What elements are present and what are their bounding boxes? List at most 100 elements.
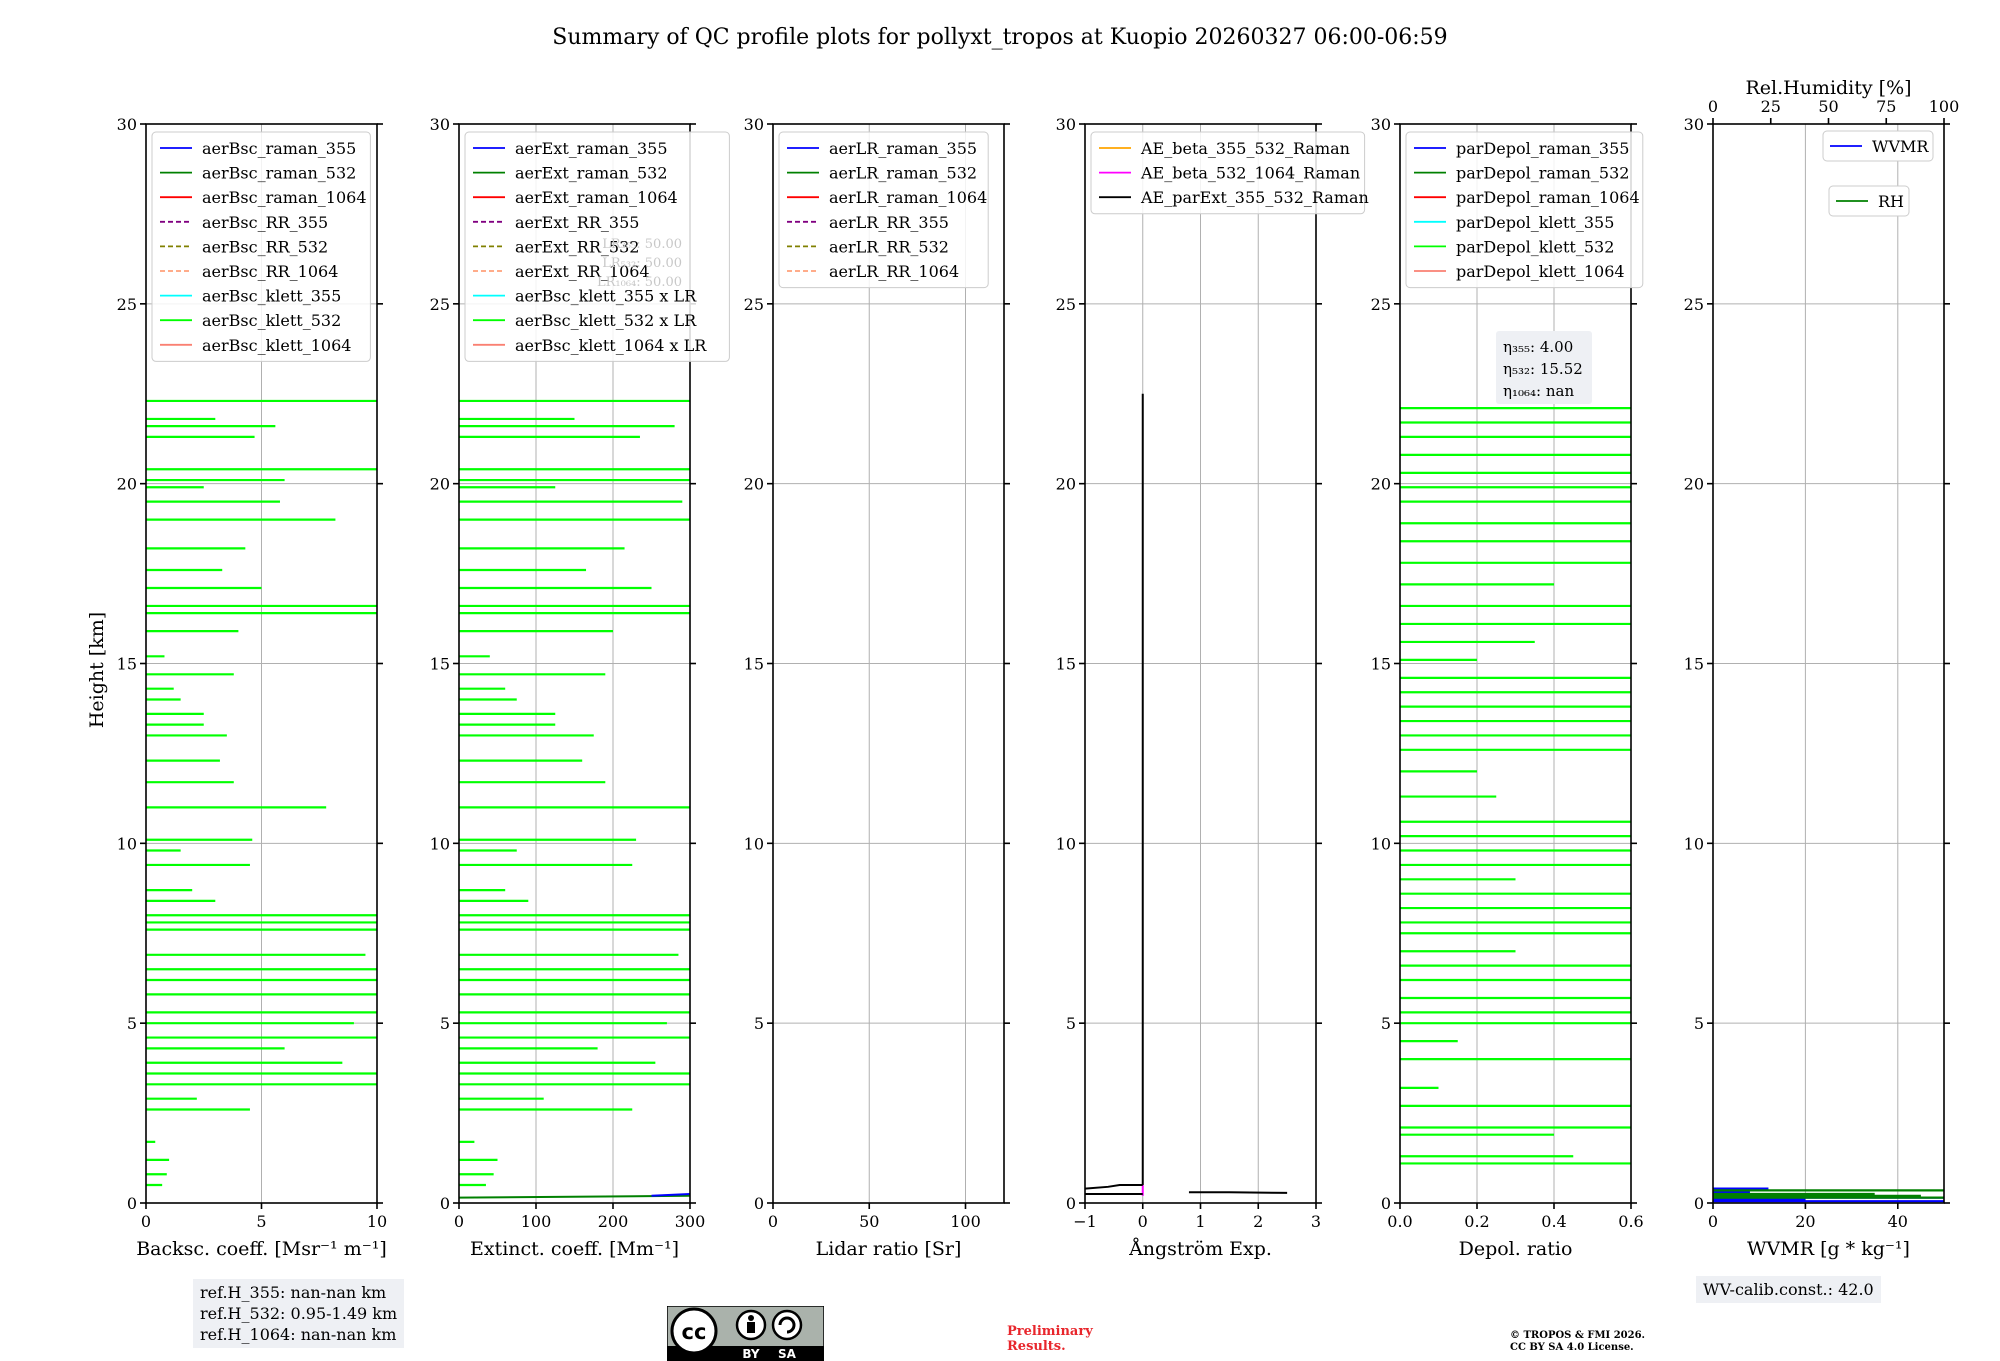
y-tick-label: 30: [1371, 115, 1391, 134]
eta-label: η₅₃₂: 15.52: [1503, 360, 1583, 378]
y-tick-label: 30: [430, 115, 450, 134]
y-tick-label: 5: [440, 1014, 450, 1033]
legend-label: aerExt_raman_532: [515, 164, 668, 183]
legend-label: aerBsc_klett_355 x LR: [515, 287, 697, 306]
x-tick-label: 50: [859, 1212, 879, 1231]
y-tick-label: 15: [117, 655, 137, 674]
y-tick-label: 5: [127, 1014, 137, 1033]
y-tick-label: 10: [744, 834, 764, 853]
legend-label: parDepol_klett_1064: [1456, 262, 1625, 281]
legend-label: aerExt_raman_355: [515, 139, 668, 158]
y-tick-label: 5: [1694, 1014, 1704, 1033]
legend-label: parDepol_raman_355: [1456, 139, 1629, 158]
y-tick-label: 5: [754, 1014, 764, 1033]
reference-height-box: ref.H_355: nan-nan km ref.H_532: 0.95-1.…: [193, 1279, 405, 1348]
x-axis-label: Depol. ratio: [1459, 1238, 1573, 1260]
legend-label: aerBsc_raman_532: [202, 164, 356, 183]
x-tick-label: 0: [141, 1212, 151, 1231]
legend-label: aerExt_RR_1064: [515, 262, 650, 281]
y-tick-label: 30: [744, 115, 764, 134]
legend-label: aerExt_RR_532: [515, 237, 639, 256]
x-tick-label: 0: [1138, 1212, 1148, 1231]
y-tick-label: 10: [1371, 834, 1391, 853]
y-tick-label: 25: [1371, 295, 1391, 314]
y-tick-label: 5: [1381, 1014, 1391, 1033]
svg-text:cc: cc: [682, 1320, 707, 1344]
x-tick-label: 100: [950, 1212, 981, 1231]
y-tick-label: 10: [1056, 834, 1076, 853]
x-tick-label: 0.4: [1541, 1212, 1566, 1231]
top-x-tick-label: 100: [1929, 97, 1960, 116]
y-tick-label: 25: [744, 295, 764, 314]
eta-label: η₃₅₅: 4.00: [1503, 338, 1573, 356]
legend-label: AE_parExt_355_532_Raman: [1140, 188, 1369, 207]
legend-label: aerBsc_klett_532: [202, 311, 341, 330]
x-tick-label: 0.2: [1464, 1212, 1489, 1231]
legend-rh-label: RH: [1878, 192, 1904, 211]
top-x-tick-label: 75: [1876, 97, 1896, 116]
lidar-ratio-label: LR₅₃₂: 50.00: [602, 256, 682, 271]
legend-label: AE_beta_532_1064_Raman: [1140, 164, 1360, 183]
x-tick-label: 2: [1253, 1212, 1263, 1231]
top-x-tick-label: 50: [1818, 97, 1838, 116]
legend-label: aerExt_raman_1064: [515, 188, 678, 207]
x-tick-label: 20: [1795, 1212, 1815, 1231]
legend-box: [1405, 131, 1644, 289]
legend-wvmr-box: [1822, 130, 1934, 162]
legend-box: [778, 131, 989, 289]
copyright-line-2: CC BY SA 4.0 License.: [1510, 1342, 1634, 1353]
ref-height-1064: ref.H_1064: nan-nan km: [200, 1325, 397, 1344]
ref-height-532: ref.H_532: 0.95-1.49 km: [200, 1304, 398, 1323]
x-axis-label: Backsc. coeff. [Msr⁻¹ m⁻¹]: [136, 1238, 387, 1260]
x-tick-label: 100: [521, 1212, 552, 1231]
x-tick-label: 0: [454, 1212, 464, 1231]
legend-label: aerBsc_RR_355: [202, 213, 328, 232]
y-tick-label: 20: [1684, 475, 1704, 494]
legend-label: parDepol_klett_532: [1456, 237, 1614, 256]
y-tick-label: 30: [1684, 115, 1704, 134]
x-tick-label: 0: [1708, 1212, 1718, 1231]
legend-label: aerBsc_RR_532: [202, 237, 328, 256]
legend-box: [464, 131, 730, 362]
y-tick-label: 25: [1056, 295, 1076, 314]
preliminary-line-1: Preliminary: [1007, 1324, 1093, 1339]
x-tick-label: 10: [367, 1212, 387, 1231]
figure-title: Summary of QC profile plots for pollyxt_…: [552, 25, 1447, 50]
legend-label: aerLR_raman_355: [829, 139, 977, 158]
eta-box: [1496, 331, 1592, 404]
y-tick-label: 25: [117, 295, 137, 314]
legend-label: aerBsc_raman_1064: [202, 188, 367, 207]
y-axis-label: Height [km]: [86, 612, 108, 728]
legend-label: parDepol_klett_355: [1456, 213, 1614, 232]
legend-label: AE_beta_355_532_Raman: [1140, 139, 1350, 158]
y-tick-label: 0: [754, 1194, 764, 1213]
legend-label: aerBsc_klett_1064 x LR: [515, 336, 707, 355]
legend-label: aerLR_RR_355: [829, 213, 949, 232]
legend-label: aerBsc_raman_355: [202, 139, 356, 158]
x-tick-label: 0.6: [1618, 1212, 1643, 1231]
copyright-note: © TROPOS & FMI 2026. CC BY SA 4.0 Licens…: [1510, 1330, 1645, 1354]
y-tick-label: 20: [1056, 475, 1076, 494]
legend-label: aerLR_RR_532: [829, 237, 949, 256]
preliminary-results-note: Preliminary Results.: [1007, 1324, 1093, 1354]
x-tick-label: −1: [1073, 1212, 1097, 1231]
x-tick-label: 300: [675, 1212, 706, 1231]
y-tick-label: 0: [127, 1194, 137, 1213]
share-alike-icon: [771, 1309, 803, 1341]
copyright-line-1: © TROPOS & FMI 2026.: [1510, 1330, 1646, 1341]
legend-box: [151, 131, 371, 362]
lidar-ratio-label: LR₃₅₅: 50.00: [602, 237, 682, 252]
y-tick-label: 20: [1371, 475, 1391, 494]
y-tick-label: 10: [1684, 834, 1704, 853]
y-tick-label: 15: [1684, 655, 1704, 674]
data-line-aerExt_raman_355: [651, 1193, 691, 1197]
panel-depol: 0 5 10 15 20 25 30 0.0 0.2 0.4 0.6 Depol. ratio parD…: [1371, 115, 1644, 1260]
y-tick-label: 0: [1066, 1194, 1076, 1213]
legend-label: aerExt_RR_355: [515, 213, 639, 232]
y-tick-label: 5: [1066, 1014, 1076, 1033]
data-line-AE_parExt_355_532_Raman: [1084, 1184, 1143, 1190]
